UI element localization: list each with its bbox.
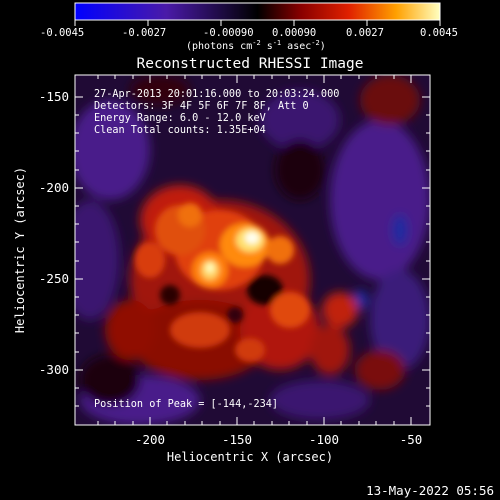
y-tick-label: -250: [39, 271, 69, 286]
colorbar-tick-label: -0.00090: [203, 27, 254, 39]
info-line-energy: Energy Range: 6.0 - 12.0 keV: [94, 113, 266, 124]
x-axis-ticks: [97, 75, 412, 425]
colorbar-units: (photons cm-2 s-1 asec-2): [186, 39, 326, 52]
colorbar-gradient: [75, 3, 440, 20]
y-tick-label: -200: [39, 180, 69, 195]
colorbar-tick-label: 0.0027: [346, 27, 384, 39]
colorbar-ticks: [74, 20, 441, 26]
info-line-clean-counts: Clean Total counts: 1.35E+04: [94, 125, 266, 136]
plot-frame: [74, 74, 431, 426]
colorbar: -0.0045 -0.0027 -0.00090 0.00090 0.0027 …: [40, 2, 458, 52]
y-tick-label: -150: [39, 89, 69, 104]
info-line-detectors: Detectors: 3F 4F 5F 6F 7F 8F, Att 0: [94, 101, 309, 112]
plot-title: Reconstructed RHESSI Image: [137, 56, 364, 72]
peak-position-label: Position of Peak = [-144,-234]: [94, 399, 278, 410]
info-annotation: 27-Apr-2013 20:01:16.000 to 20:03:24.000…: [94, 89, 339, 410]
footer-timestamp: 13-May-2022 05:56: [366, 483, 494, 498]
colorbar-tick-label: 0.00090: [272, 27, 316, 39]
x-tick-label: -50: [400, 432, 423, 447]
rhessi-image: [75, 75, 430, 425]
x-tick-label: -100: [309, 432, 339, 447]
y-tick-label: -300: [39, 362, 69, 377]
y-axis-label: Heliocentric Y (arcsec): [13, 167, 27, 333]
x-tick-label: -150: [222, 432, 252, 447]
x-axis-label: Heliocentric X (arcsec): [167, 450, 333, 464]
colorbar-tick-label: -0.0027: [122, 27, 166, 39]
x-tick-label: -200: [135, 432, 165, 447]
plot-axes: -200 -150 -100 -50 -150 -200 -250 -300 H…: [13, 74, 431, 464]
y-axis-ticks: [75, 96, 430, 407]
info-line-time-range: 27-Apr-2013 20:01:16.000 to 20:03:24.000: [94, 89, 339, 100]
colorbar-tick-label: 0.0045: [420, 27, 458, 39]
colorbar-tick-label: -0.0045: [40, 27, 84, 39]
colorbar-frame: [74, 2, 441, 21]
